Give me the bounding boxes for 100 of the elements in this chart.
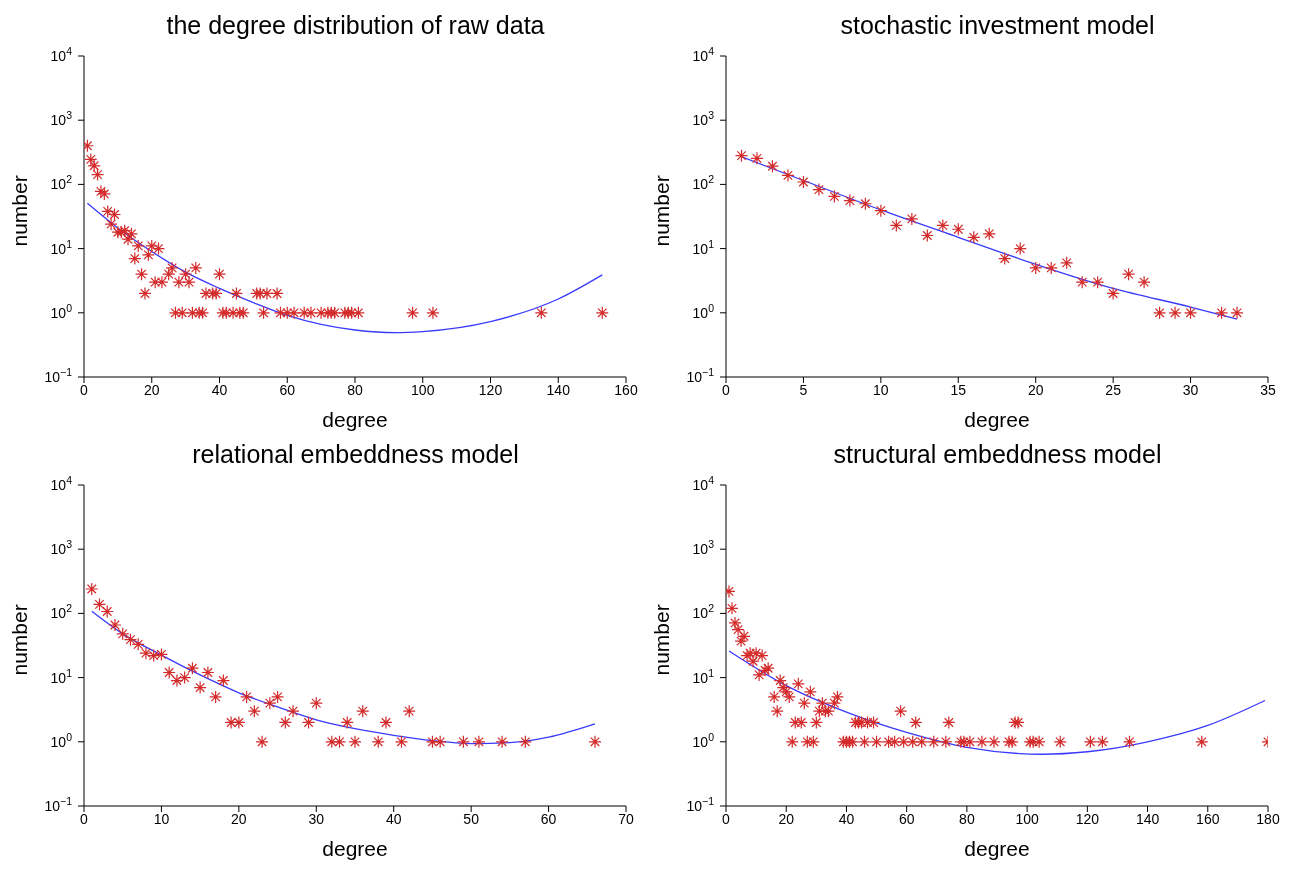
x-tick-label: 180 (1256, 810, 1280, 827)
y-tick-label: 10$^{−1}$ (686, 366, 715, 385)
y-tick-label: 10$^{0}$ (692, 730, 715, 750)
x-tick-label: 0 (80, 381, 89, 398)
point (139, 646, 153, 660)
point (1091, 275, 1105, 289)
point (765, 159, 780, 173)
x-tick-label: 100 (1015, 810, 1039, 827)
x-tick-label: 10 (873, 381, 889, 398)
x-tick-label: 30 (1182, 381, 1199, 398)
y-tick-label: 10$^{2}$ (692, 173, 715, 193)
point (1075, 275, 1089, 289)
x-axis-title: degree (322, 837, 388, 860)
y-tick-label: 10$^{3}$ (50, 538, 73, 558)
point (332, 735, 347, 749)
x-axis-title: degree (964, 408, 1030, 431)
x-tick-label: 70 (618, 810, 634, 827)
point (1183, 306, 1198, 320)
point (92, 597, 107, 612)
point (1153, 306, 1167, 320)
chart-title: the degree distribution of raw data (165, 10, 546, 41)
point (812, 183, 826, 197)
point (998, 251, 1012, 266)
x-tick-label: 40 (211, 381, 228, 398)
point (1137, 275, 1151, 289)
y-tick-label: 10$^{3}$ (692, 109, 715, 129)
point (108, 618, 122, 632)
x-axis-title: degree (322, 408, 388, 431)
y-tick-label: 10$^{−1}$ (44, 366, 73, 385)
x-tick-label: 140 (1135, 810, 1160, 827)
point (1214, 306, 1229, 320)
point (301, 715, 316, 730)
point (588, 735, 602, 749)
point (456, 735, 470, 749)
y-tick-label: 10$^{4}$ (692, 45, 715, 64)
point (967, 230, 981, 244)
y-tick-label: 10$^{−1}$ (686, 795, 715, 814)
x-tick-label: 20 (143, 381, 160, 398)
y-tick-label: 10$^{2}$ (50, 602, 73, 622)
x-tick-label: 10 (153, 810, 170, 827)
y-axis-title: number (8, 175, 32, 247)
point (951, 222, 965, 236)
point (982, 227, 996, 241)
point (209, 690, 223, 704)
point (216, 673, 230, 688)
x-tick-label: 80 (959, 810, 975, 827)
point (394, 735, 409, 749)
point (1230, 306, 1244, 320)
point (781, 168, 795, 183)
chart-title: relational embeddness model (191, 439, 520, 470)
point (843, 193, 857, 208)
point (154, 647, 169, 661)
point (100, 604, 114, 619)
point (193, 680, 207, 695)
chart-title: structural embeddness model (832, 439, 1163, 470)
line-series (86, 202, 603, 334)
x-tick-label: 0 (722, 810, 731, 827)
point (123, 633, 138, 647)
y-tick-label: 10$^{3}$ (50, 109, 73, 129)
x-tick-label: 60 (279, 381, 296, 398)
y-tick-label: 10$^{−1}$ (44, 795, 73, 814)
y-tick-label: 10$^{1}$ (50, 666, 73, 686)
x-tick-label: 40 (385, 810, 402, 827)
x-tick-label: 25 (1105, 381, 1122, 398)
point (224, 715, 238, 730)
x-axis-title: degree (964, 837, 1030, 860)
line-series (728, 650, 1266, 755)
y-axis-title: number (8, 604, 32, 676)
y-tick-label: 10$^{0}$ (692, 301, 715, 321)
point (1060, 256, 1074, 270)
x-tick-label: 160 (1196, 810, 1220, 827)
x-tick-label: 80 (347, 381, 363, 398)
x-tick-label: 15 (950, 381, 967, 398)
point (1106, 286, 1120, 301)
point (1013, 242, 1027, 256)
point (1029, 261, 1043, 275)
line-series (91, 610, 596, 745)
x-tick-label: 5 (799, 381, 808, 398)
point (402, 704, 416, 718)
point (796, 175, 811, 189)
point (278, 715, 292, 730)
y-tick-label: 10$^{3}$ (692, 538, 715, 558)
x-tick-label: 35 (1260, 381, 1276, 398)
x-tick-label: 140 (546, 381, 571, 398)
point (147, 649, 161, 663)
point (240, 690, 254, 704)
y-tick-label: 10$^{4}$ (692, 474, 715, 493)
x-tick-label: 60 (898, 810, 915, 827)
y-tick-label: 10$^{1}$ (50, 237, 73, 257)
point (116, 627, 130, 641)
y-tick-label: 10$^{2}$ (50, 173, 73, 193)
y-axis-title: number (650, 175, 674, 247)
x-tick-label: 0 (722, 381, 731, 398)
x-tick-label: 20 (1027, 381, 1044, 398)
point (340, 715, 354, 730)
x-tick-label: 20 (778, 810, 795, 827)
point (472, 735, 486, 749)
point (379, 715, 393, 730)
point (905, 212, 919, 226)
point (356, 704, 370, 718)
